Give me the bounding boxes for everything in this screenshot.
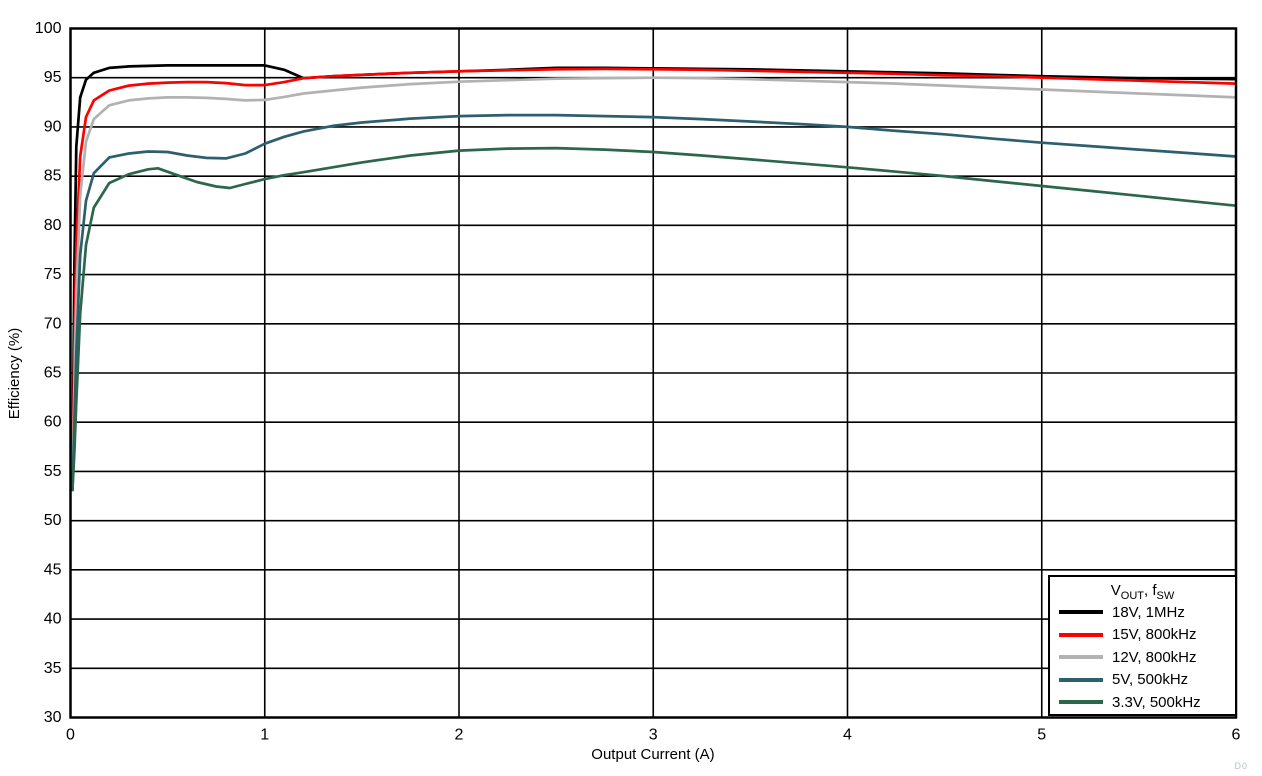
x-tick-label: 3 [649,727,658,744]
legend-swatch-5v-500khz [1059,677,1103,682]
y-tick-label: 50 [44,512,62,529]
x-tick-label: 5 [1037,727,1046,744]
y-tick-label: 95 [44,69,62,86]
y-tick-label: 30 [44,709,62,726]
y-tick-label: 80 [44,217,62,234]
series-line-12v-800khz [71,76,1237,492]
y-tick-label: 65 [44,365,62,382]
y-tick-label: 85 [44,168,62,185]
y-tick-label: 75 [44,266,62,283]
legend-swatch-12v-800khz [1059,655,1103,660]
y-tick-label: 60 [44,414,62,431]
y-tick-label: 100 [35,20,62,37]
legend-item-18v-1mhz: 18V, 1MHz [1050,601,1235,624]
legend-swatch-15v-800khz [1059,632,1103,637]
legend-label-5v-500khz: 5V, 500kHz [1112,671,1189,689]
x-tick-label: 2 [455,727,464,744]
legend-swatch-3-3v-500khz [1059,700,1103,705]
series-line-18v-1mhz [71,64,1237,492]
legend-swatch-18v-1mhz [1059,610,1103,615]
legend-item-15v-800khz: 15V, 800kHz [1050,624,1235,647]
x-tick-label: 4 [843,727,852,744]
series-line-3-3v-500khz [71,146,1237,492]
y-tick-label: 55 [44,463,62,480]
legend-item-12v-800khz: 12V, 800kHz [1050,646,1235,669]
figure-watermark: D0 [1234,761,1248,771]
y-tick-label: 70 [44,315,62,332]
x-tick-label: 0 [66,727,75,744]
legend-label-15v-800khz: 15V, 800kHz [1112,626,1197,644]
x-tick-label: 6 [1232,727,1241,744]
legend-box: VOUT, fSW 18V, 1MHz 15V, 800kHz 12V, 800… [1048,575,1237,716]
plot-frame [69,27,1238,719]
y-tick-label: 35 [44,660,62,677]
legend-item-3-3v-500khz: 3.3V, 500kHz [1050,691,1235,714]
y-axis-title: Efficiency (%) [6,327,23,420]
series-line-15v-800khz [71,67,1237,492]
x-axis-title: Output Current (A) [591,746,715,763]
y-tick-label: 40 [44,611,62,628]
legend-label-3-3v-500khz: 3.3V, 500kHz [1112,693,1201,711]
series-line-5v-500khz [71,113,1237,492]
legend-label-12v-800khz: 12V, 800kHz [1112,648,1197,666]
x-tick-label: 1 [260,727,269,744]
legend-label-18v-1mhz: 18V, 1MHz [1112,603,1185,621]
legend-item-5v-500khz: 5V, 500kHz [1050,669,1235,692]
y-tick-label: 45 [44,561,62,578]
legend-title: VOUT, fSW [1110,582,1175,602]
y-tick-label: 90 [44,118,62,135]
